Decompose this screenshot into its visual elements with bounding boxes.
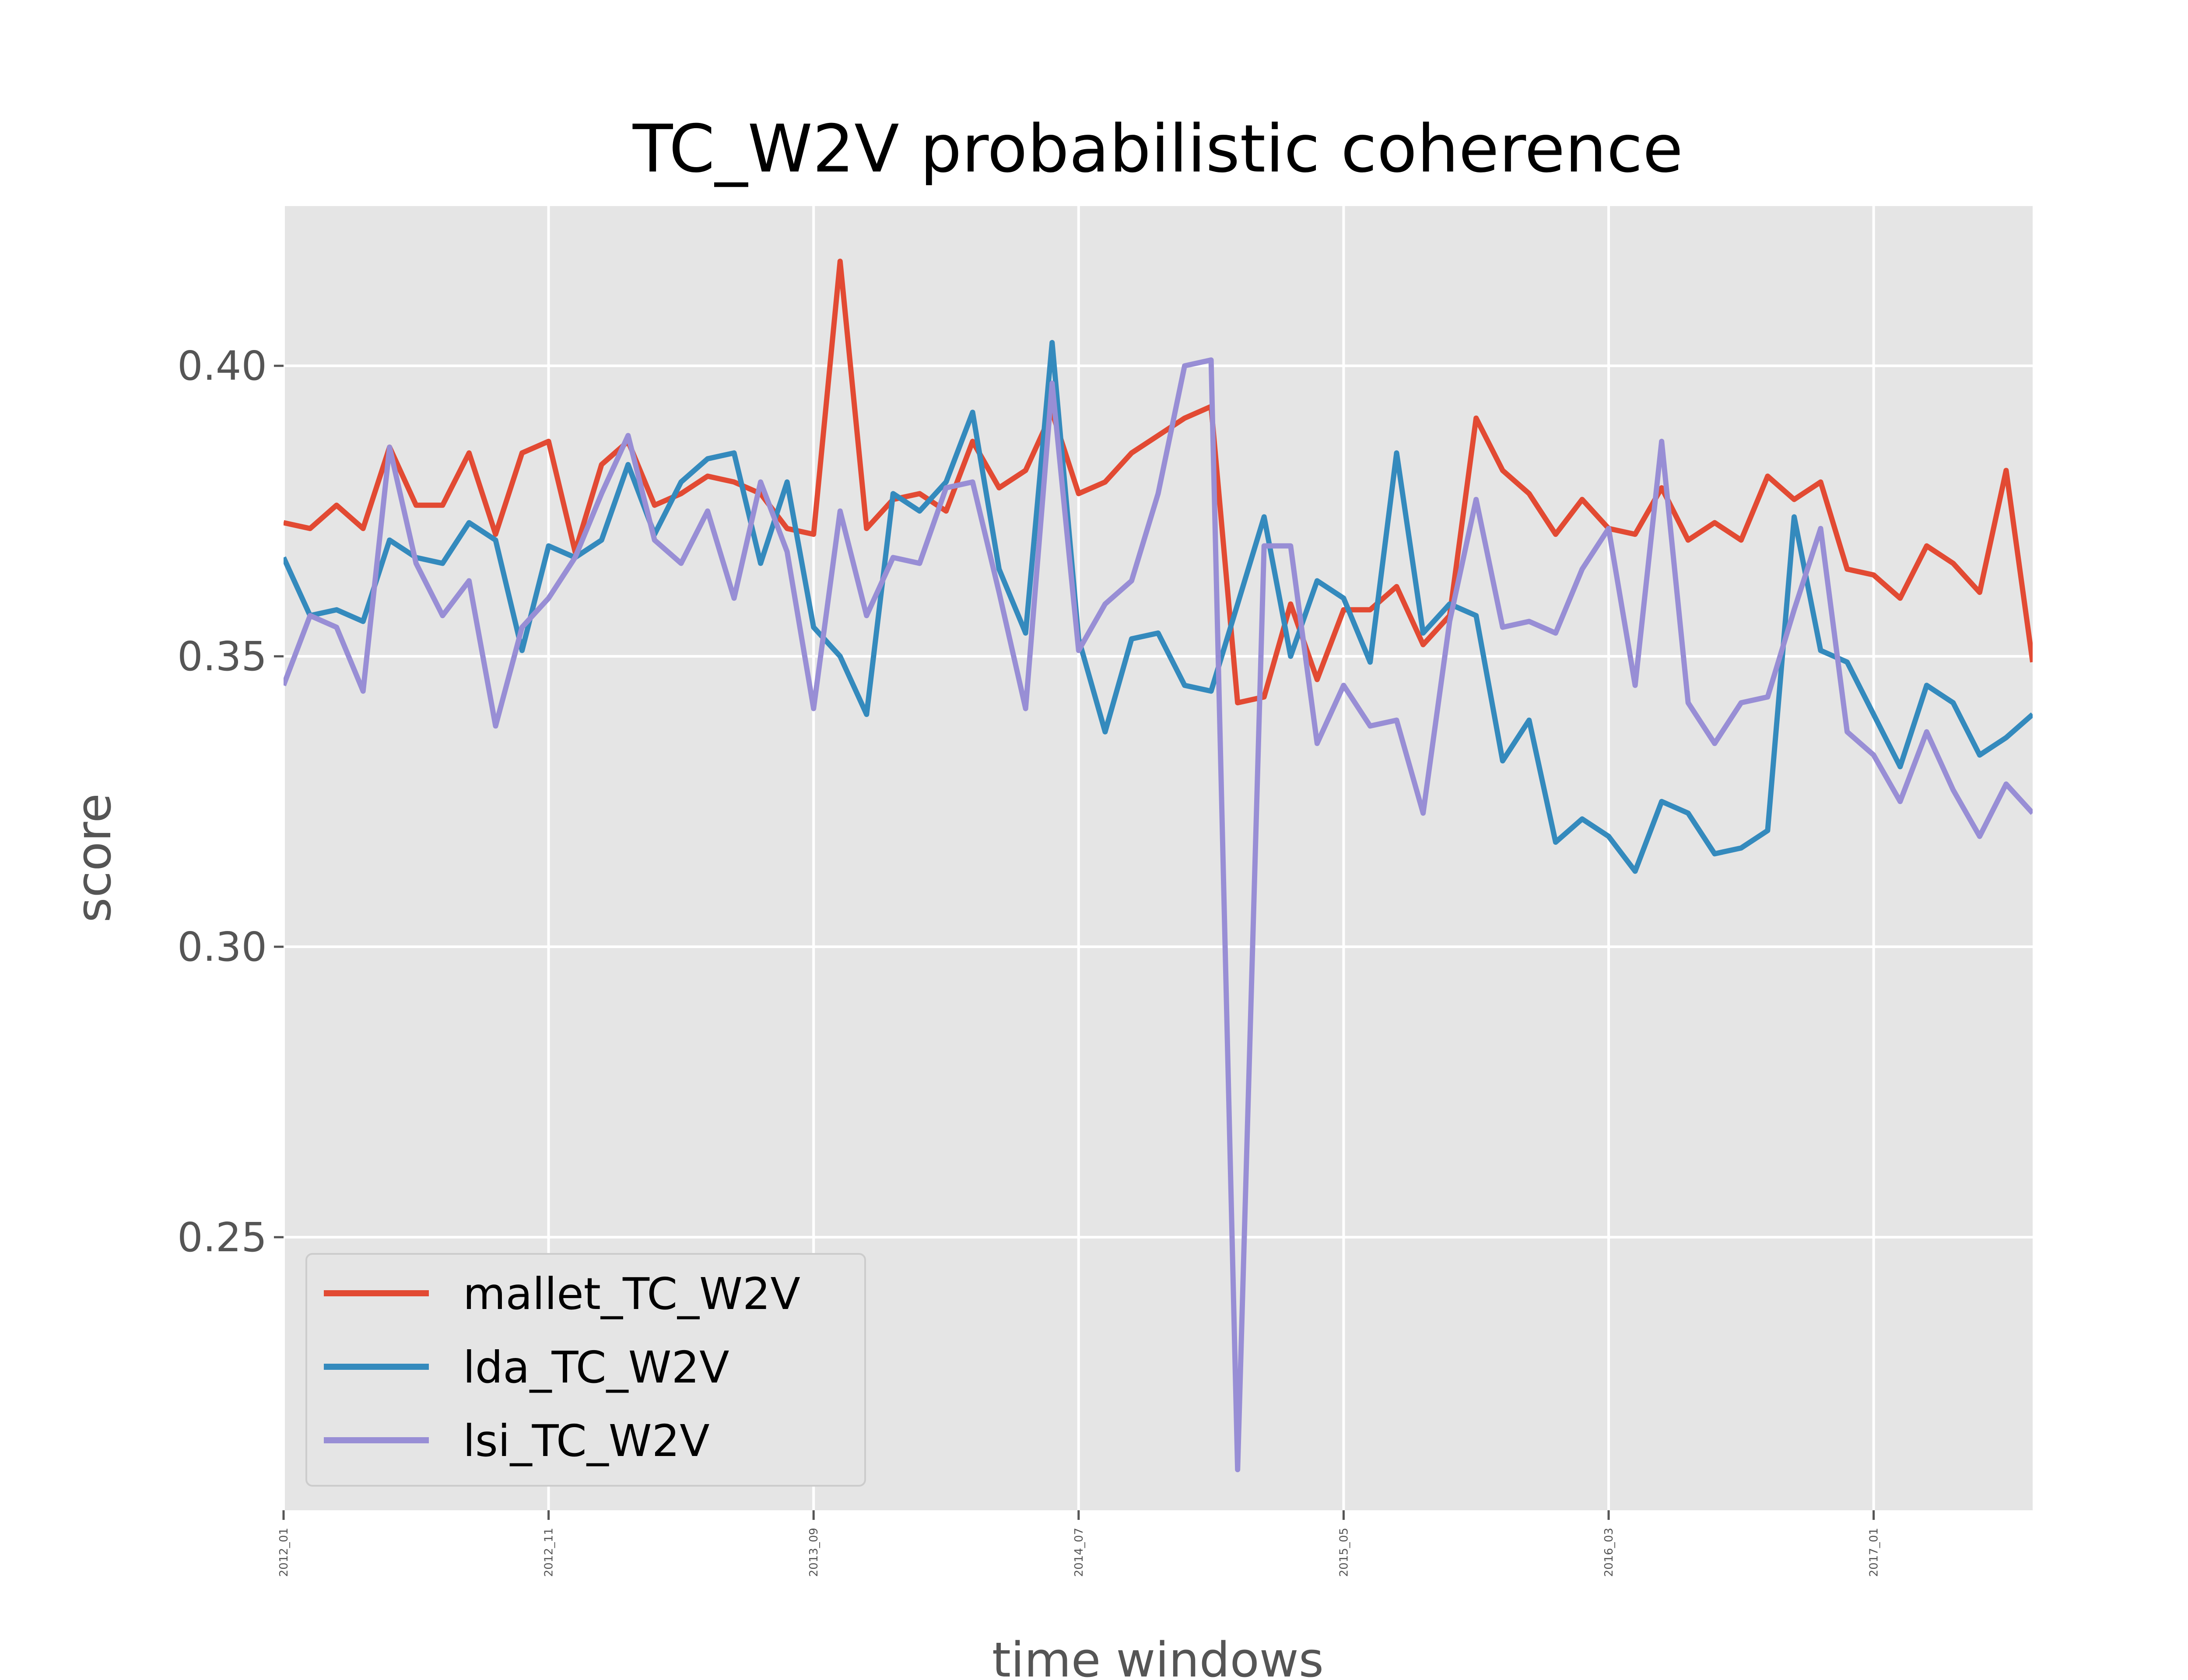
y-tick-label: 0.25 — [177, 1214, 267, 1261]
x-tick-label: 2012_01 — [277, 1528, 291, 1577]
series-line-lsi — [284, 357, 2033, 1473]
y-axis-ticks: 0.25 0.30 0.35 0.40 — [177, 343, 284, 1261]
series-lines — [284, 259, 2033, 1473]
grid — [282, 206, 2033, 1510]
x-tick-label: 2017_01 — [1868, 1528, 1881, 1577]
x-tick-label: 2013_09 — [807, 1528, 820, 1577]
x-axis-label: time windows — [992, 1632, 1324, 1680]
legend-label-lsi: lsi_TC_W2V — [463, 1415, 710, 1466]
legend-box — [305, 1253, 866, 1487]
x-tick-label: 2014_07 — [1073, 1528, 1086, 1577]
legend-label-mallet: mallet_TC_W2V — [463, 1268, 800, 1320]
y-tick-label: 0.40 — [177, 343, 267, 389]
x-axis-ticks: 2012_01 2012_11 2013_09 2014_07 2015_05 2016_… — [277, 1510, 1881, 1577]
x-tick-label: 2012_11 — [543, 1528, 556, 1577]
y-tick-label: 0.35 — [177, 633, 267, 680]
y-tick-label: 0.30 — [177, 924, 267, 970]
chart-title: TC_W2V probabilistic coherence — [632, 111, 1683, 187]
legend-label-lda: lda_TC_W2V — [463, 1342, 729, 1393]
x-tick-label: 2015_05 — [1337, 1528, 1350, 1577]
y-axis-label: score — [66, 793, 122, 923]
x-tick-label: 2016_03 — [1602, 1528, 1616, 1577]
legend: mallet_TC_W2V lda_TC_W2V lsi_TC_W2V — [305, 1253, 866, 1487]
